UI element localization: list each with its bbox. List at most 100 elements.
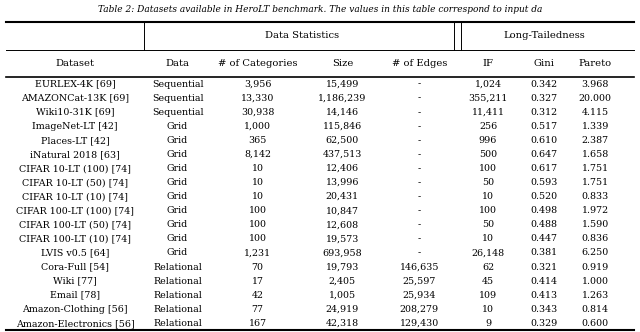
Text: 12,406: 12,406 — [326, 164, 359, 173]
Text: Dataset: Dataset — [56, 59, 95, 68]
Text: 146,635: 146,635 — [399, 263, 439, 272]
Text: 109: 109 — [479, 290, 497, 300]
Text: -: - — [417, 248, 421, 257]
Text: 77: 77 — [252, 305, 264, 314]
Text: Sequential: Sequential — [152, 94, 204, 103]
Text: 20,431: 20,431 — [326, 192, 359, 201]
Text: CIFAR 10-LT (10) [74]: CIFAR 10-LT (10) [74] — [22, 192, 128, 201]
Text: 100: 100 — [479, 206, 497, 215]
Text: 50: 50 — [482, 220, 494, 229]
Text: 1.590: 1.590 — [582, 220, 609, 229]
Text: 4.115: 4.115 — [582, 108, 609, 117]
Text: Pareto: Pareto — [579, 59, 612, 68]
Text: Cora-Full [54]: Cora-Full [54] — [41, 263, 109, 272]
Text: 1.658: 1.658 — [582, 150, 609, 159]
Text: 10: 10 — [252, 178, 264, 187]
Text: CIFAR 100-LT (10) [74]: CIFAR 100-LT (10) [74] — [19, 234, 131, 243]
Text: 10: 10 — [252, 164, 264, 173]
Text: Grid: Grid — [167, 192, 188, 201]
Text: 0.414: 0.414 — [531, 277, 557, 286]
Text: AMAZONCat-13K [69]: AMAZONCat-13K [69] — [21, 94, 129, 103]
Text: -: - — [417, 80, 421, 89]
Text: Email [78]: Email [78] — [50, 290, 100, 300]
Text: 0.447: 0.447 — [531, 234, 557, 243]
Text: 12,608: 12,608 — [326, 220, 359, 229]
Text: 14,146: 14,146 — [326, 108, 359, 117]
Text: 1,005: 1,005 — [329, 290, 356, 300]
Text: Table 2: Datasets available in HeroLT benchmark. The values in this table corres: Table 2: Datasets available in HeroLT be… — [98, 5, 542, 14]
Text: 693,958: 693,958 — [323, 248, 362, 257]
Text: 500: 500 — [479, 150, 497, 159]
Text: 1.751: 1.751 — [582, 178, 609, 187]
Text: 1.263: 1.263 — [582, 290, 609, 300]
Text: iNatural 2018 [63]: iNatural 2018 [63] — [30, 150, 120, 159]
Text: Data: Data — [166, 59, 189, 68]
Text: 0.814: 0.814 — [582, 305, 609, 314]
Text: -: - — [417, 234, 421, 243]
Text: 15,499: 15,499 — [326, 80, 359, 89]
Text: 1.000: 1.000 — [582, 277, 609, 286]
Text: Size: Size — [332, 59, 353, 68]
Text: 70: 70 — [252, 263, 264, 272]
Text: 0.381: 0.381 — [531, 248, 557, 257]
Text: Amazon-Electronics [56]: Amazon-Electronics [56] — [16, 319, 134, 328]
Text: Grid: Grid — [167, 122, 188, 131]
Text: 0.647: 0.647 — [531, 150, 557, 159]
Text: Grid: Grid — [167, 206, 188, 215]
Text: 1,186,239: 1,186,239 — [318, 94, 367, 103]
Text: CIFAR 10-LT (100) [74]: CIFAR 10-LT (100) [74] — [19, 164, 131, 173]
Text: 0.498: 0.498 — [531, 206, 557, 215]
Text: 167: 167 — [248, 319, 267, 328]
Text: 0.413: 0.413 — [531, 290, 557, 300]
Text: LVIS v0.5 [64]: LVIS v0.5 [64] — [41, 248, 109, 257]
Text: 0.520: 0.520 — [531, 192, 557, 201]
Text: 3.968: 3.968 — [582, 80, 609, 89]
Text: 19,573: 19,573 — [326, 234, 359, 243]
Text: Grid: Grid — [167, 248, 188, 257]
Text: 0.593: 0.593 — [531, 178, 557, 187]
Text: 3,956: 3,956 — [244, 80, 271, 89]
Text: # of Categories: # of Categories — [218, 59, 298, 68]
Text: 365: 365 — [248, 136, 267, 145]
Text: 437,513: 437,513 — [323, 150, 362, 159]
Text: Relational: Relational — [153, 319, 202, 328]
Text: Wiki10-31K [69]: Wiki10-31K [69] — [36, 108, 115, 117]
Text: Sequential: Sequential — [152, 80, 204, 89]
Text: -: - — [417, 150, 421, 159]
Text: 6.250: 6.250 — [582, 248, 609, 257]
Text: Grid: Grid — [167, 220, 188, 229]
Text: 20.000: 20.000 — [579, 94, 612, 103]
Text: Gini: Gini — [534, 59, 554, 68]
Text: # of Edges: # of Edges — [392, 59, 447, 68]
Text: Sequential: Sequential — [152, 108, 204, 117]
Text: 2.387: 2.387 — [582, 136, 609, 145]
Text: 100: 100 — [479, 164, 497, 173]
Text: 208,279: 208,279 — [399, 305, 439, 314]
Text: 0.836: 0.836 — [582, 234, 609, 243]
Text: 0.517: 0.517 — [531, 122, 557, 131]
Text: 1.339: 1.339 — [582, 122, 609, 131]
Text: 1,024: 1,024 — [474, 80, 502, 89]
Text: -: - — [417, 136, 421, 145]
Text: Grid: Grid — [167, 150, 188, 159]
Text: 1,231: 1,231 — [244, 248, 271, 257]
Text: 24,919: 24,919 — [326, 305, 359, 314]
Text: 0.617: 0.617 — [531, 164, 557, 173]
Text: 100: 100 — [248, 206, 267, 215]
Text: 1,000: 1,000 — [244, 122, 271, 131]
Text: 0.833: 0.833 — [582, 192, 609, 201]
Text: 129,430: 129,430 — [399, 319, 439, 328]
Text: Amazon-Clothing [56]: Amazon-Clothing [56] — [22, 305, 128, 314]
Text: 2,405: 2,405 — [329, 277, 356, 286]
Text: 11,411: 11,411 — [472, 108, 504, 117]
Text: -: - — [417, 192, 421, 201]
Text: 1.751: 1.751 — [582, 164, 609, 173]
Text: Grid: Grid — [167, 178, 188, 187]
Text: 355,211: 355,211 — [468, 94, 508, 103]
Text: -: - — [417, 206, 421, 215]
Text: 45: 45 — [482, 277, 494, 286]
Text: 100: 100 — [248, 220, 267, 229]
Text: 62: 62 — [482, 263, 494, 272]
Text: 0.327: 0.327 — [531, 94, 557, 103]
Text: 0.321: 0.321 — [531, 263, 557, 272]
